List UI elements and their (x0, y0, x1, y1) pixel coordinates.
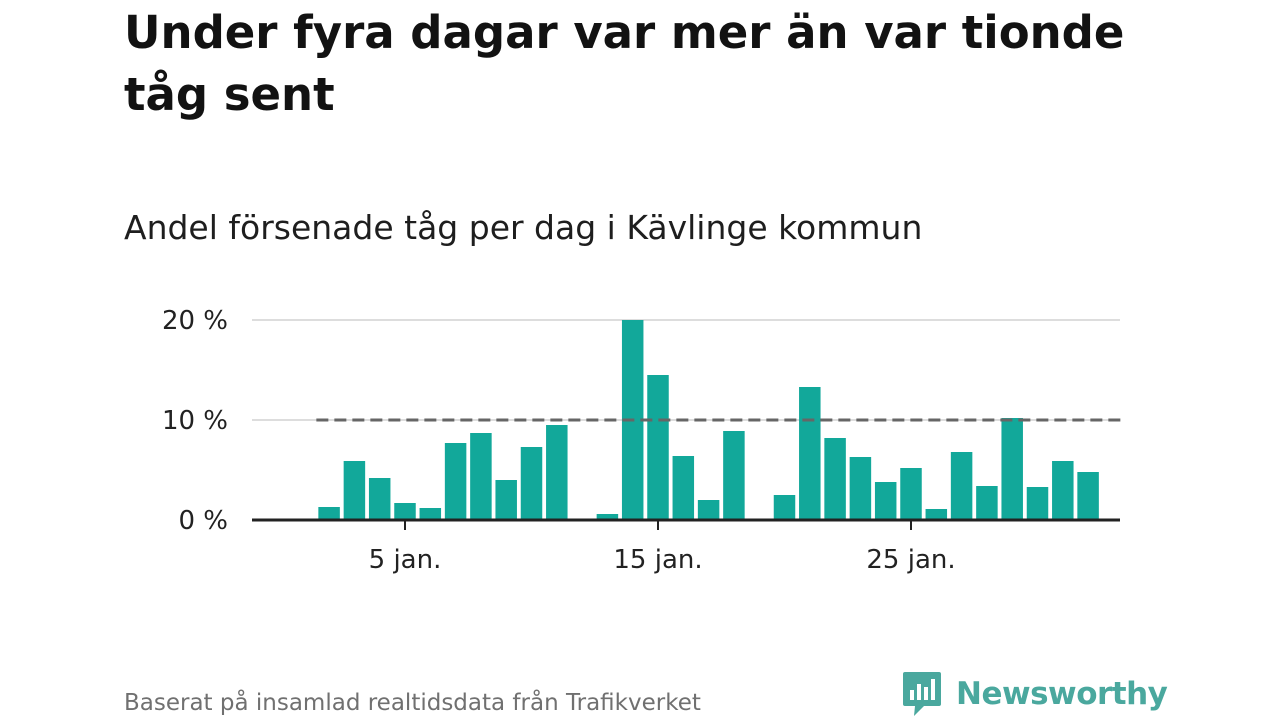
bar (495, 480, 517, 520)
source-note: Baserat på insamlad realtidsdata från Tr… (124, 690, 701, 716)
x-tick-label: 15 jan. (613, 545, 702, 575)
bar (697, 500, 720, 520)
chart-subtitle: Andel försenade tåg per dag i Kävlinge k… (124, 208, 923, 247)
bar (900, 468, 922, 520)
grid-lines (252, 319, 1120, 421)
bar (343, 461, 366, 520)
bar-chart: 0 % 10 % 20 % 5 jan. 15 jan. 25 jan. (162, 306, 1127, 575)
newsworthy-logo-icon (903, 672, 941, 716)
x-tick-label: 25 jan. (866, 545, 955, 575)
bar (1026, 487, 1049, 520)
bar (824, 438, 846, 520)
bar (1052, 461, 1074, 520)
bar (1001, 418, 1023, 520)
tick-labels: 0 % 10 % 20 % 5 jan. 15 jan. 25 jan. (162, 306, 956, 575)
bar (976, 486, 998, 520)
bar (799, 387, 821, 520)
x-tick-label: 5 jan. (369, 545, 442, 575)
bar (470, 433, 492, 520)
bar (950, 452, 973, 520)
bar (444, 443, 467, 520)
bar (546, 425, 568, 520)
bar (773, 495, 796, 520)
brand-logo: Newsworthy (902, 668, 1168, 720)
brand-name: Newsworthy (956, 676, 1168, 712)
bar (925, 509, 948, 520)
bar (647, 375, 669, 520)
bar (419, 508, 442, 520)
axes (252, 518, 1120, 530)
y-tick-label: 0 % (178, 506, 228, 536)
bar (874, 482, 897, 520)
y-tick-label: 20 % (162, 306, 228, 336)
bar (318, 507, 340, 520)
bar (723, 431, 745, 520)
y-tick-label: 10 % (162, 406, 228, 436)
bar (520, 447, 543, 520)
bar (672, 456, 695, 520)
bar (394, 503, 416, 520)
chart-title: Under fyra dagar var mer än var tionde t… (124, 6, 1125, 121)
bar (596, 514, 619, 520)
bars (318, 320, 1099, 520)
bar (368, 478, 391, 520)
bar (849, 457, 872, 520)
bar (1077, 472, 1099, 520)
